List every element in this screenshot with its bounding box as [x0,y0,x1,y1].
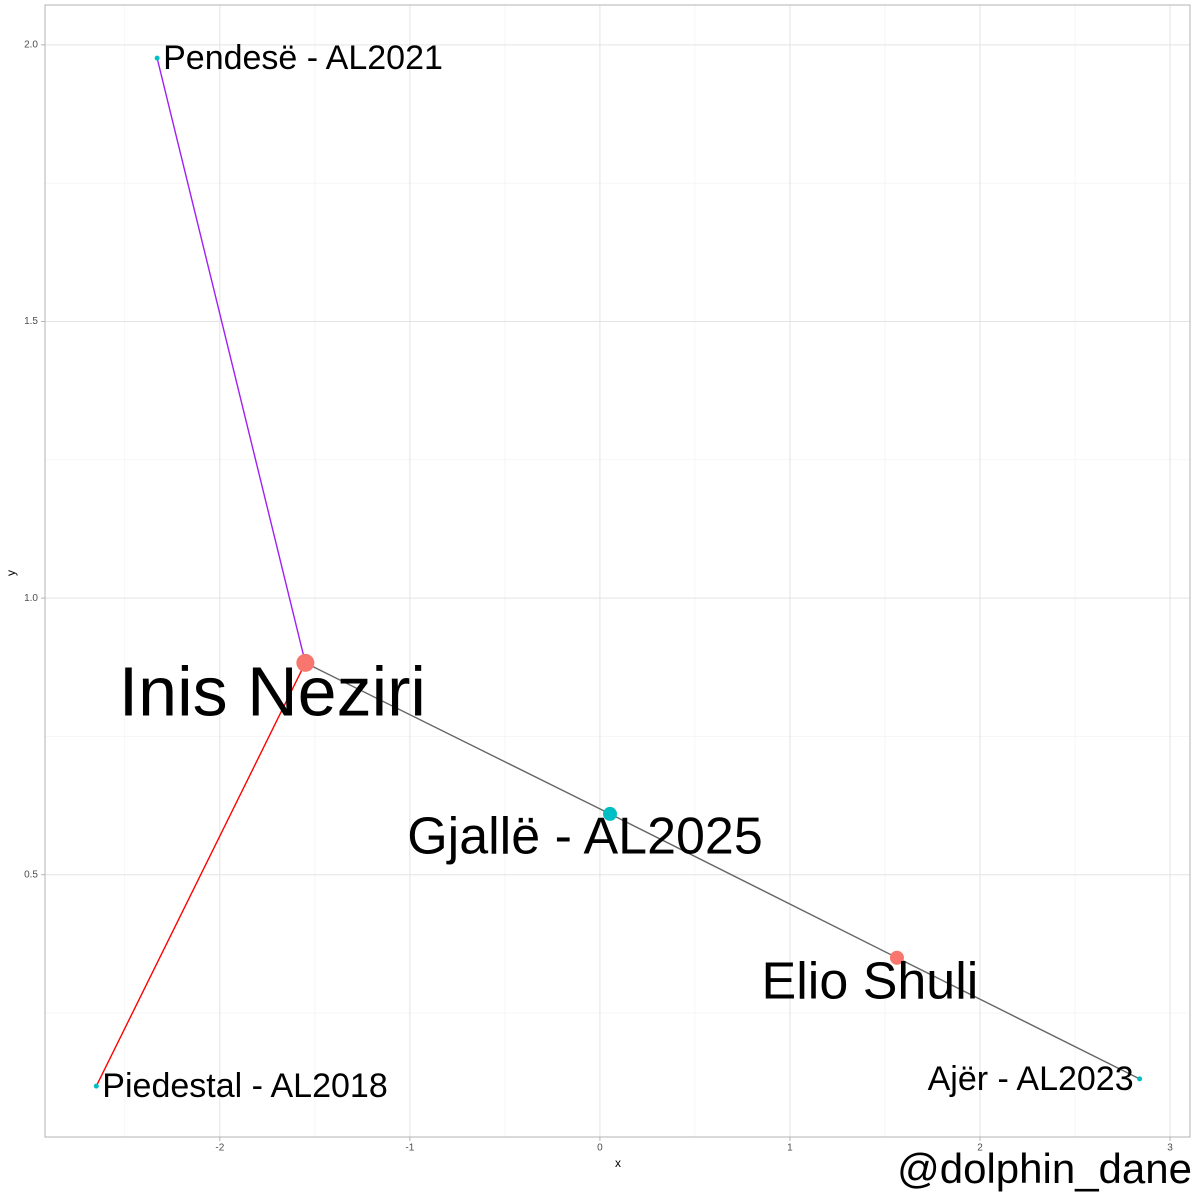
node-label: Piedestal - AL2018 [102,1067,387,1105]
node-label: Gjallë - AL2025 [407,808,763,866]
node [602,806,617,821]
node [1137,1076,1143,1082]
y-tick-label: 2.0 [24,39,38,50]
panel-border [44,4,1191,1138]
node-label: Inis Neziri [119,652,426,730]
node [93,1083,99,1089]
y-tick-label: 1.5 [24,316,38,327]
edge [305,662,611,815]
node-label: Elio Shuli [762,952,979,1010]
y-tick-label: 1.0 [24,593,38,604]
edge [896,957,1140,1080]
node [889,950,904,965]
x-tick-label: 3 [1167,1143,1173,1154]
edge [609,813,898,959]
x-tick-label: -2 [215,1143,224,1154]
node-label: Pendesë - AL2021 [163,39,443,77]
node [296,653,315,672]
x-tick-label: 1 [787,1143,793,1154]
edge [95,662,306,1087]
x-tick-label: 2 [977,1143,983,1154]
x-tick-label: 0 [597,1143,603,1154]
y-axis-title: y [4,570,18,576]
y-tick-label: 0.5 [24,869,38,880]
node-label: Ajër - AL2023 [928,1060,1134,1098]
node [154,55,160,61]
x-axis-title: x [615,1156,621,1170]
watermark: @dolphin_dane [897,1145,1192,1192]
x-tick-label: -1 [405,1143,414,1154]
edge [156,57,307,664]
